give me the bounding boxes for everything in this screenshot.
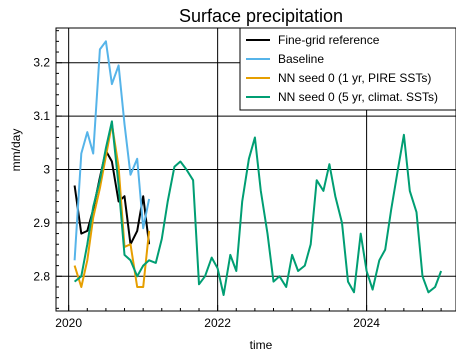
x-tick-label-1: 2022 (204, 316, 231, 330)
y-tick-label-3: 3.1 (33, 109, 50, 123)
legend-label-1: Baseline (278, 52, 324, 66)
series-line-3 (73, 120, 443, 296)
series-layer (73, 40, 443, 296)
legend: Fine-grid reference Baseline NN seed 0 (1 … (239, 27, 456, 111)
legend-label-2: NN seed 0 (1 yr, PIRE SSTs) (278, 71, 431, 85)
y-tick-label-2: 3 (43, 163, 50, 177)
y-tick-label-1: 2.9 (33, 216, 50, 230)
y-axis-label: mm/day (9, 129, 23, 172)
y-tick-label-0: 2.8 (33, 269, 50, 283)
x-tick-label-0: 2020 (55, 316, 82, 330)
axis-ticks: 2020 2022 2024 2.8 2.9 3 3.1 3.2 (33, 30, 442, 330)
series-line-0 (73, 149, 151, 246)
y-tick-label-4: 3.2 (33, 56, 50, 70)
x-tick-label-2: 2024 (353, 316, 380, 330)
series-line-1 (73, 40, 151, 261)
x-axis-label: time (250, 338, 273, 352)
chart-title: Surface precipitation (179, 6, 343, 26)
legend-box (239, 27, 456, 111)
legend-label-3: NN seed 0 (5 yr, climat. SSTs) (278, 90, 438, 104)
series-line-2 (73, 123, 151, 288)
legend-label-0: Fine-grid reference (278, 33, 380, 47)
